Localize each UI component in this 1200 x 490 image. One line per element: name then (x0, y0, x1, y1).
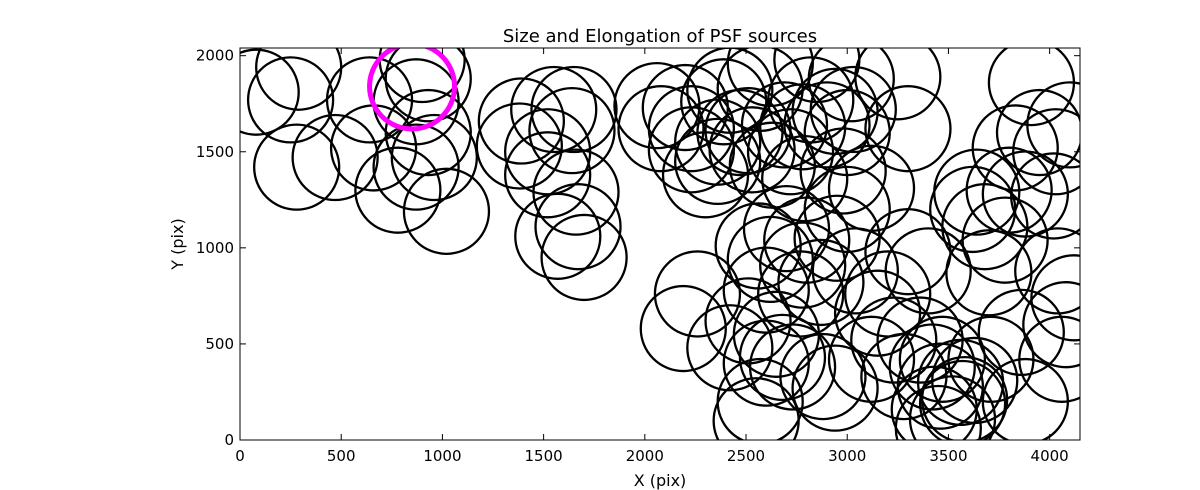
psf-source-marker (534, 183, 622, 271)
psf-source-marker (945, 229, 1033, 317)
psf-source-marker (246, 56, 335, 144)
psf-source-marker (1022, 281, 1080, 369)
psf-source-marker (1014, 227, 1080, 315)
x-tick-label: 4000 (1031, 447, 1069, 465)
x-tick-label: 3000 (828, 447, 866, 465)
psf-source-marker (617, 85, 705, 173)
psf-source-marker (674, 117, 762, 206)
psf-source-marker (402, 167, 491, 255)
x-tick-label: 3500 (929, 447, 967, 465)
psf-source-marker (898, 315, 987, 403)
psf-source-marker (530, 65, 618, 154)
psf-source-marker (1012, 108, 1080, 196)
psf-source-marker (1018, 315, 1080, 403)
psf-source-marker (291, 113, 379, 202)
psf-source-marker (686, 48, 774, 134)
psf-source-marker (742, 184, 831, 273)
psf-source-marker (809, 65, 897, 154)
psf-source-marker (929, 165, 1017, 254)
psf-source-marker (894, 384, 982, 440)
psf-source-marker (504, 131, 592, 219)
psf-source-marker (777, 238, 865, 327)
psf-source-marker (253, 123, 341, 211)
psf-source-marker (854, 48, 942, 121)
psf-source-marker (510, 65, 598, 154)
x-tick-label: 500 (327, 447, 356, 465)
psf-source-marker (1026, 81, 1080, 169)
psf-source-marker (779, 332, 867, 421)
psf-source-marker (807, 48, 895, 123)
psf-source-marker (783, 81, 871, 169)
psf-source-marker (799, 127, 887, 215)
psf-source-marker (884, 227, 972, 315)
psf-source-marker (759, 221, 847, 309)
psf-source-marker (686, 304, 774, 392)
psf-source-marker (372, 123, 460, 211)
psf-source-marker (680, 58, 768, 146)
y-tick-label: 1500 (196, 143, 234, 161)
psf-source-marker (528, 86, 616, 175)
psf-source-marker (384, 88, 472, 177)
psf-source-marker (540, 213, 628, 302)
plot-frame (239, 47, 1081, 441)
psf-source-marker (888, 323, 976, 411)
y-axis: 0 500 1000 1500 2000 (196, 47, 1080, 449)
psf-source-marker (1030, 254, 1080, 342)
psf-source-marker (240, 48, 300, 136)
psf-source-marker (931, 336, 1019, 425)
psf-source-marker (995, 88, 1080, 177)
psf-source-marker (803, 165, 891, 254)
psf-source-marker (639, 284, 727, 373)
psf-source-marker (390, 113, 478, 202)
psf-source-marker (477, 77, 566, 165)
x-axis-label: X (pix) (634, 471, 687, 490)
psf-source-marker (653, 250, 742, 338)
psf-source-marker (712, 377, 800, 440)
psf-source-marker (708, 106, 796, 194)
psf-source-marker (971, 104, 1059, 192)
psf-source-marker (354, 146, 442, 234)
psf-source-marker (514, 192, 602, 280)
x-tick-label: 1000 (423, 447, 461, 465)
psf-source-marker (726, 48, 814, 108)
psf-source-marker (714, 202, 802, 290)
y-tick-label: 2000 (196, 47, 234, 65)
reference-source-marker (367, 48, 458, 132)
psf-source-marker (613, 61, 701, 150)
psf-source-marker (674, 98, 762, 186)
x-axis: 0 500 1000 1500 2000 2500 3000 3500 4000 (235, 48, 1069, 465)
psf-source-marker (811, 227, 899, 315)
x-tick-label: 2500 (727, 447, 765, 465)
y-axis-label: Y (pix) (168, 218, 187, 270)
psf-source-marker (740, 81, 829, 169)
y-tick-label: 0 (224, 431, 234, 449)
psf-source-marker (864, 85, 952, 173)
chart-title: Size and Elongation of PSF sources (503, 26, 817, 47)
psf-source-marker (827, 315, 916, 403)
psf-source-marker (918, 359, 1007, 440)
psf-source-marker (475, 102, 563, 190)
psf-source-marker (704, 277, 792, 365)
x-tick-label: 1500 (525, 447, 563, 465)
psf-source-marker (791, 344, 879, 432)
y-tick-label: 500 (205, 335, 234, 353)
psf-source-marker (746, 108, 835, 196)
psf-source-marker (961, 196, 1049, 284)
x-tick-label: 2000 (626, 447, 664, 465)
plot-area (240, 48, 1080, 440)
psf-source-marker (981, 150, 1070, 238)
psf-source-marker (933, 148, 1021, 236)
psf-source-marker (532, 148, 620, 236)
psf-source-marker (738, 313, 827, 402)
psf-source-marker (647, 85, 736, 173)
psf-source-marker (941, 183, 1029, 271)
psf-source-marker (748, 323, 837, 411)
psf-source-marker (1010, 152, 1080, 240)
psf-source-marker (757, 250, 845, 338)
psf-source-marker (384, 48, 472, 123)
y-tick-label: 1000 (196, 239, 234, 257)
x-tick-label: 0 (235, 447, 245, 465)
